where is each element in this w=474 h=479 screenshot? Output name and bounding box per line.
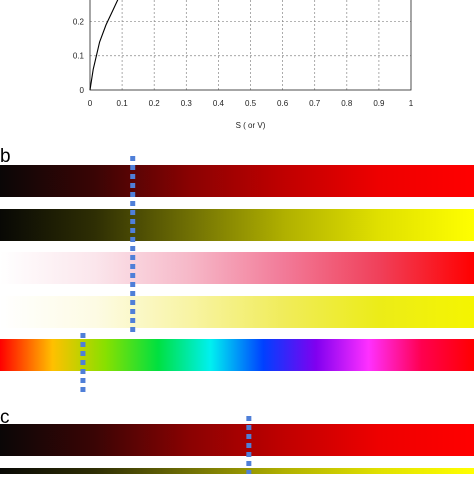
- x-tick-label: 0.4: [213, 99, 225, 108]
- plot-frame: [89, 0, 412, 91]
- x-tick-label: 0.2: [149, 99, 161, 108]
- y-tick-label: 0.1: [73, 52, 85, 61]
- panel-b-colorbars: [0, 156, 474, 392]
- x-tick-label: 0.9: [373, 99, 385, 108]
- panel-c-label: c: [0, 407, 10, 428]
- colorbar: [0, 339, 474, 371]
- x-tick-label: 0.5: [245, 99, 257, 108]
- series-line: [89, 0, 119, 91]
- panel-c-colorbars: [0, 416, 474, 479]
- x-tick-label: 0.6: [277, 99, 289, 108]
- panel-a-chart: 0 0.1 0.2 0.3 0.4 0.5 0.6 0.7 0.8 0.9 1 0 0.1 0.2 0.3…: [73, 0, 414, 130]
- panel-b-label: b: [0, 146, 11, 167]
- y-tick-label: 0: [80, 86, 85, 95]
- colorbar: [0, 424, 474, 456]
- x-tick-label: 0.8: [341, 99, 353, 108]
- colorbar: [0, 468, 474, 479]
- colorbar: [0, 296, 474, 328]
- x-tick-labels: 0 0.1 0.2 0.3 0.4 0.5 0.6 0.7 0.8 0.9 1: [88, 99, 414, 108]
- x-axis-label: S ( or V): [236, 121, 266, 130]
- x-tick-label: 0: [88, 99, 93, 108]
- gridlines: [90, 0, 411, 90]
- colorbar: [0, 209, 474, 241]
- x-tick-label: 0.7: [309, 99, 321, 108]
- x-tick-label: 1: [409, 99, 414, 108]
- x-tick-label: 0.3: [181, 99, 193, 108]
- y-tick-label: 0.2: [73, 17, 85, 26]
- colorbar: [0, 165, 474, 197]
- colorbar: [0, 252, 474, 284]
- x-tick-label: 0.1: [117, 99, 129, 108]
- y-tick-labels: 00.10.20.3: [73, 17, 85, 95]
